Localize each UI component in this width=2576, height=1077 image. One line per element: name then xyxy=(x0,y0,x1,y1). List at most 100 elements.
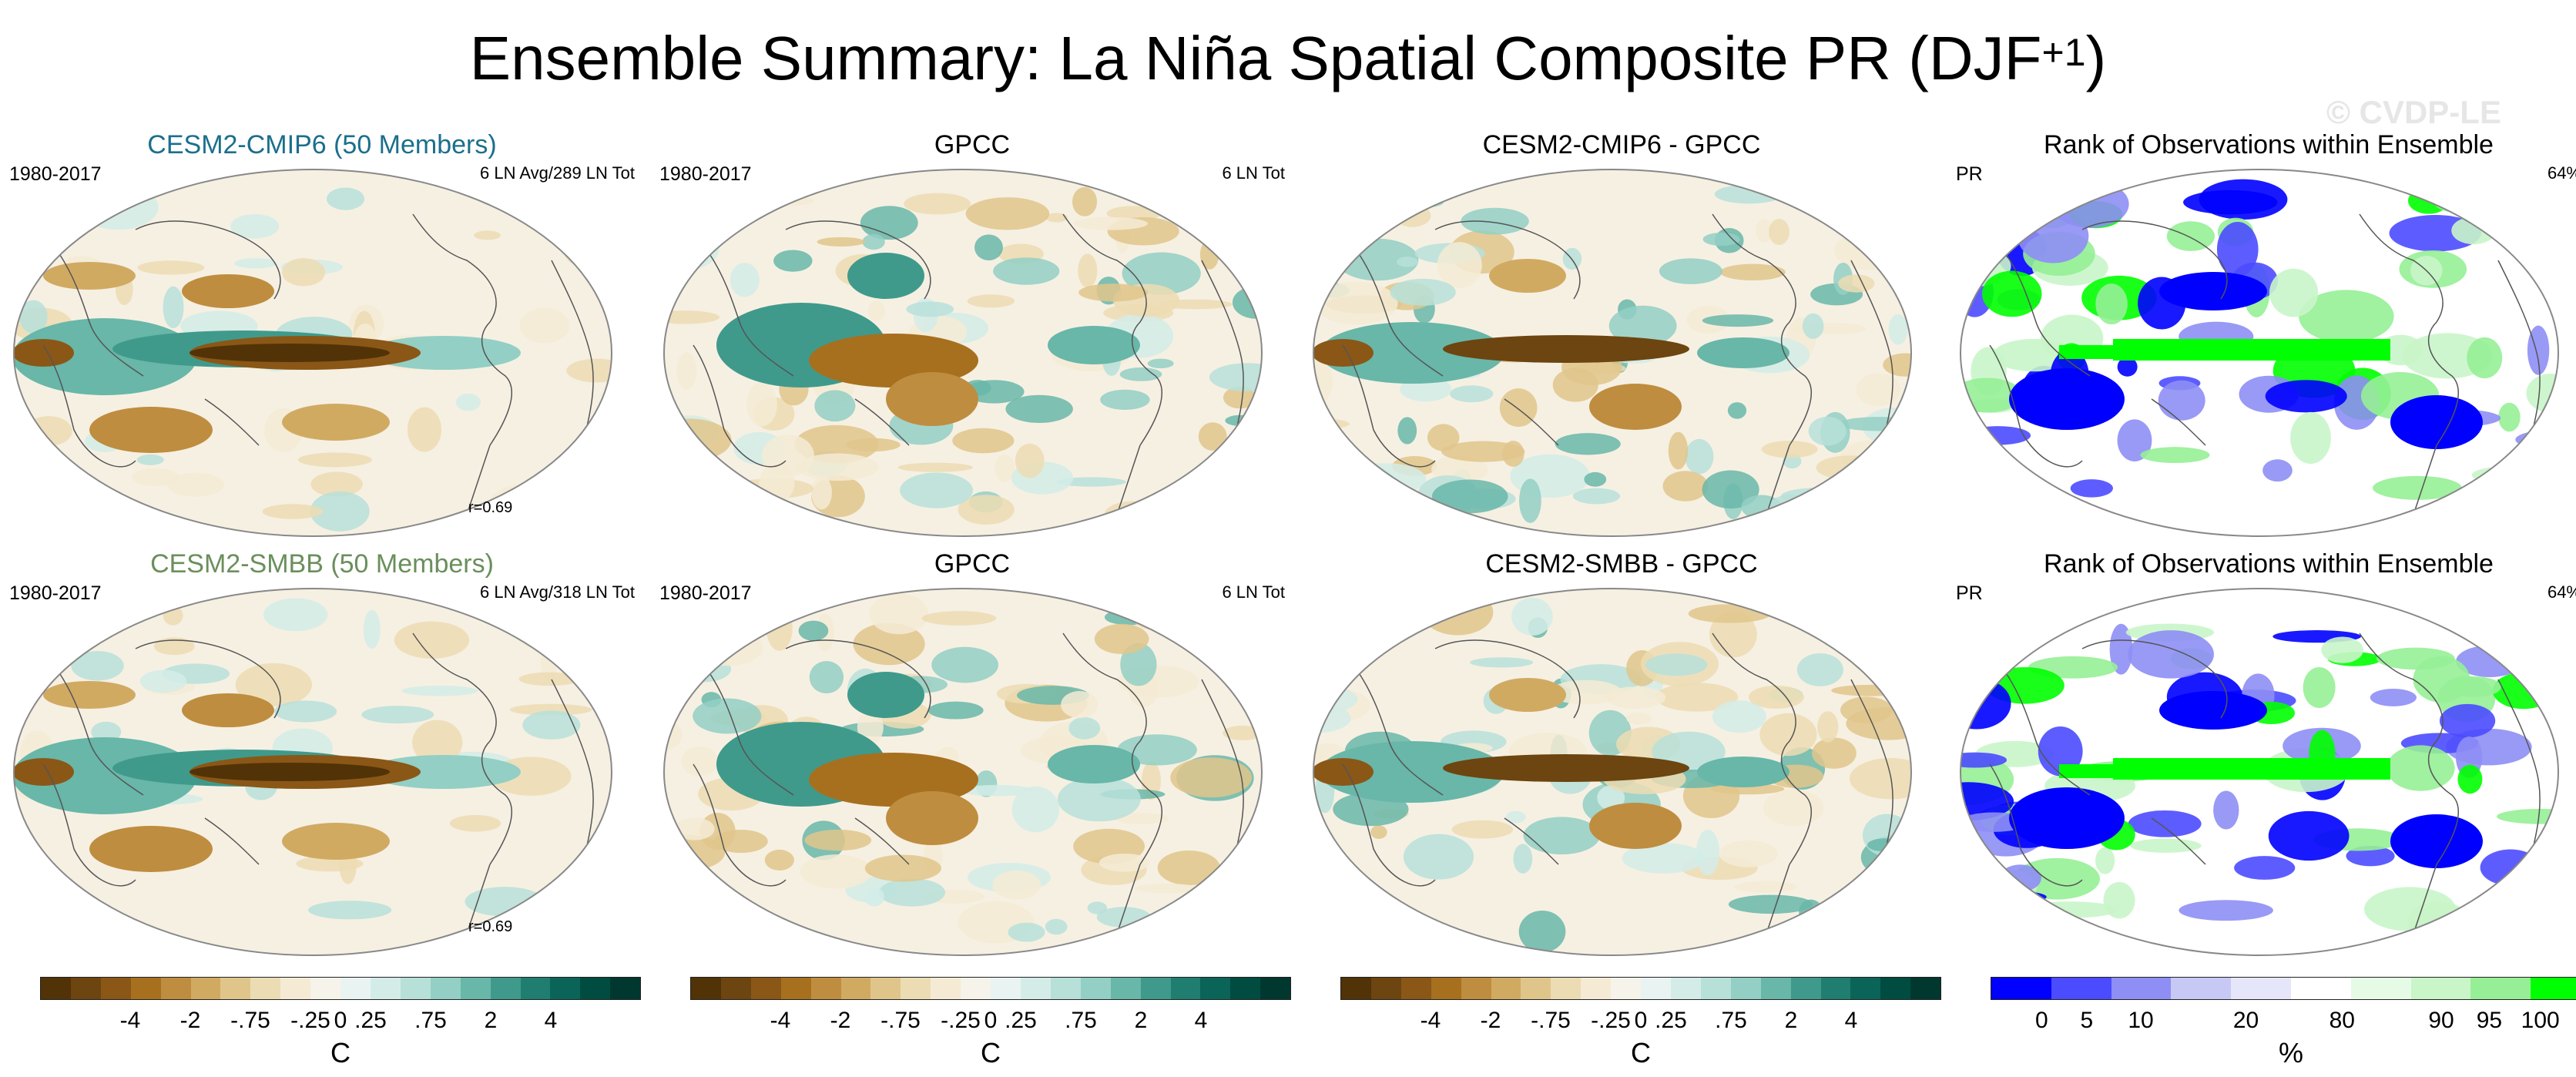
colorbar-tick-label: .25 xyxy=(354,1008,387,1033)
anomaly-blob xyxy=(401,685,478,696)
anomaly-blob xyxy=(310,491,370,532)
anomaly-blob xyxy=(566,358,612,383)
colorbar-swatch xyxy=(840,978,871,999)
anomaly-blob xyxy=(1608,305,1677,347)
anomaly-blob xyxy=(455,393,481,411)
rank-patch xyxy=(2299,290,2394,344)
anomaly-blob xyxy=(1396,257,1418,267)
anomaly-blob xyxy=(394,621,470,659)
anomaly-blob xyxy=(677,226,703,260)
anomaly-blob xyxy=(1238,240,1255,258)
anomaly-blob xyxy=(1552,367,1598,402)
anomaly-blob xyxy=(1147,358,1174,369)
rank-patch xyxy=(2234,856,2296,880)
colorbar-unit: C xyxy=(1631,1037,1651,1069)
anomaly-blob xyxy=(1395,602,1429,629)
anomaly-blob xyxy=(847,672,924,718)
anomaly-blob xyxy=(1763,789,1824,826)
anomaly-blob xyxy=(361,706,434,724)
rank-patch xyxy=(2439,703,2496,738)
panel-title: GPCC xyxy=(934,130,1011,159)
anomaly-blob xyxy=(1341,898,1361,924)
colorbar-swatch xyxy=(1461,978,1491,999)
anomaly-blob xyxy=(904,193,971,215)
watermark: © CVDP-LE xyxy=(2326,94,2501,130)
colorbar-tick-label: -.25 xyxy=(1591,1008,1631,1033)
anomaly-blob xyxy=(676,352,697,390)
colorbar-swatch xyxy=(160,978,191,999)
anomaly-blob xyxy=(1795,917,1819,934)
colorbar: 0 5 10 20 80 90 95 100% xyxy=(1991,977,2576,1077)
colorbar-tick-label: 0 xyxy=(2034,1008,2048,1033)
anomaly-blob xyxy=(1728,894,1813,914)
map-outline xyxy=(1960,169,2559,537)
rank-patch xyxy=(2109,623,2133,675)
map-panel: CESM2-SMBB - GPCC xyxy=(1306,549,1937,965)
anomaly-blob xyxy=(804,829,872,851)
anomaly-blob xyxy=(1072,186,1098,216)
anomaly-blob xyxy=(1659,258,1722,284)
anomaly-blob xyxy=(71,650,124,681)
rank-patch xyxy=(2265,380,2347,413)
colorbar-tick-label: -2 xyxy=(830,1008,851,1033)
anomaly-blob xyxy=(817,237,866,247)
anomaly-blob xyxy=(992,870,1041,900)
anomaly-blob xyxy=(234,257,277,269)
anomaly-blob xyxy=(1733,881,1797,893)
rank-patch xyxy=(2130,838,2202,853)
anomaly-blob xyxy=(190,344,390,362)
colorbar-swatch xyxy=(520,978,551,999)
anomaly-blob xyxy=(1572,488,1621,505)
anomaly-blob xyxy=(1893,607,1911,623)
coastlines xyxy=(693,632,1244,934)
anomaly-blob xyxy=(1098,854,1151,872)
colorbar-tick-label: 0 xyxy=(984,1008,998,1033)
anomaly-blob xyxy=(1892,196,1911,217)
anomaly-blob xyxy=(1626,712,1652,725)
rank-patch xyxy=(2269,268,2319,317)
anomaly-blob xyxy=(43,681,136,709)
anomaly-blob xyxy=(1584,471,1607,487)
colorbar-swatch xyxy=(41,978,71,999)
anomaly-blob xyxy=(1645,653,1708,676)
colorbar-swatch xyxy=(250,978,281,999)
panel-period-label: 1980-2017 xyxy=(9,582,102,604)
anomaly-blob xyxy=(1519,478,1541,523)
anomaly-blob xyxy=(1157,850,1220,886)
rank-patch xyxy=(2413,656,2470,703)
map-panel: GPCC 1980-2017 6 LN Tot xyxy=(656,129,1288,545)
colorbar-swatch xyxy=(780,978,811,999)
colorbar-swatch xyxy=(1370,978,1401,999)
anomaly-blob xyxy=(1688,604,1772,623)
rank-patch xyxy=(2498,402,2521,432)
colorbar-swatch xyxy=(1050,978,1081,999)
anomaly-blob xyxy=(139,669,187,693)
anomaly-blob xyxy=(667,247,696,265)
anomaly-blob xyxy=(1470,657,1534,668)
colorbar-swatch xyxy=(961,978,991,999)
anomaly-blob xyxy=(14,223,59,259)
colorbar-swatches xyxy=(1340,977,1941,1000)
anomaly-blob xyxy=(1322,614,1397,638)
colorbar-swatch xyxy=(490,978,521,999)
anomaly-blob xyxy=(1662,471,1709,502)
rank-patch xyxy=(2346,845,2395,867)
colorbar-swatch xyxy=(1080,978,1111,999)
anomaly-blob xyxy=(1702,314,1774,327)
anomaly-blob xyxy=(1120,643,1157,686)
colorbar-tick-label: -.25 xyxy=(290,1008,330,1033)
anomaly-blob xyxy=(1719,840,1778,867)
colorbar-swatch xyxy=(870,978,901,999)
anomaly-blob xyxy=(1756,219,1773,243)
anomaly-blob xyxy=(1314,281,1398,325)
colorbar-unit: C xyxy=(330,1037,351,1069)
anomaly-blob xyxy=(1696,829,1720,876)
rank-patch xyxy=(2537,895,2558,945)
anomaly-blob xyxy=(1856,891,1911,905)
colorbar-swatch xyxy=(2531,978,2576,999)
colorbar-swatch xyxy=(1790,978,1821,999)
anomaly-blob xyxy=(1100,389,1150,411)
figure-title-sup: +1 xyxy=(2041,31,2086,74)
colorbar-ticks: 0 5 10 20 80 90 95 100 xyxy=(1991,1008,2576,1038)
anomaly-blob xyxy=(1812,737,1857,769)
